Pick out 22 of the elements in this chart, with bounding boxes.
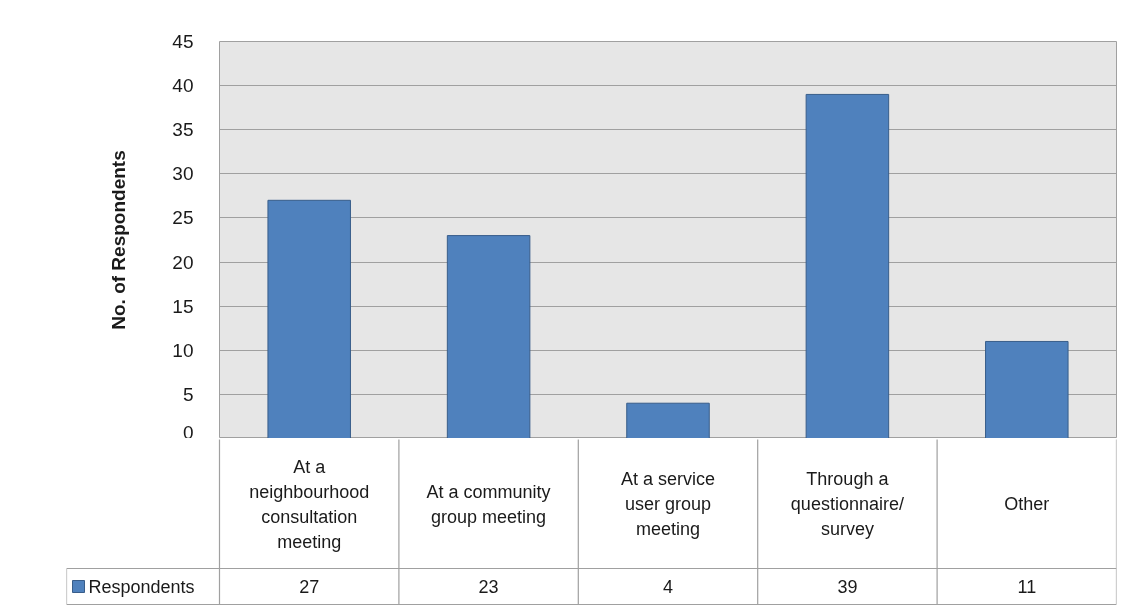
y-tick-label: 25 xyxy=(172,207,194,229)
data-label: 11 xyxy=(1017,577,1037,597)
x-tick-label: At a community group meeting xyxy=(426,481,551,527)
y-tick-label: 35 xyxy=(172,119,194,141)
x-tick-label: Through a questionnaire/ survey xyxy=(790,469,904,539)
y-tick-label: 5 xyxy=(182,383,194,405)
y-tick-label: 45 xyxy=(172,31,194,52)
data-label: 4 xyxy=(662,577,674,597)
y-tick-label: 15 xyxy=(172,295,194,317)
x-tick-label: Other xyxy=(1004,494,1050,514)
y-tick-label: 40 xyxy=(172,75,194,97)
y-tick-label: 0 xyxy=(182,421,194,443)
data-label: 23 xyxy=(478,577,499,597)
data-label: 27 xyxy=(299,577,320,597)
y-axis-title: No. of Respondents xyxy=(108,150,130,330)
x-tick-label: At a service user group meeting xyxy=(620,469,716,539)
y-tick-label: 20 xyxy=(172,251,194,273)
y-tick-label: 10 xyxy=(172,339,194,361)
x-tick-label: At a neighbourhood consultation meeting xyxy=(249,456,370,552)
legend-label: Respondents xyxy=(88,576,195,597)
y-tick-label: 30 xyxy=(172,163,194,185)
data-label: 39 xyxy=(837,577,858,597)
